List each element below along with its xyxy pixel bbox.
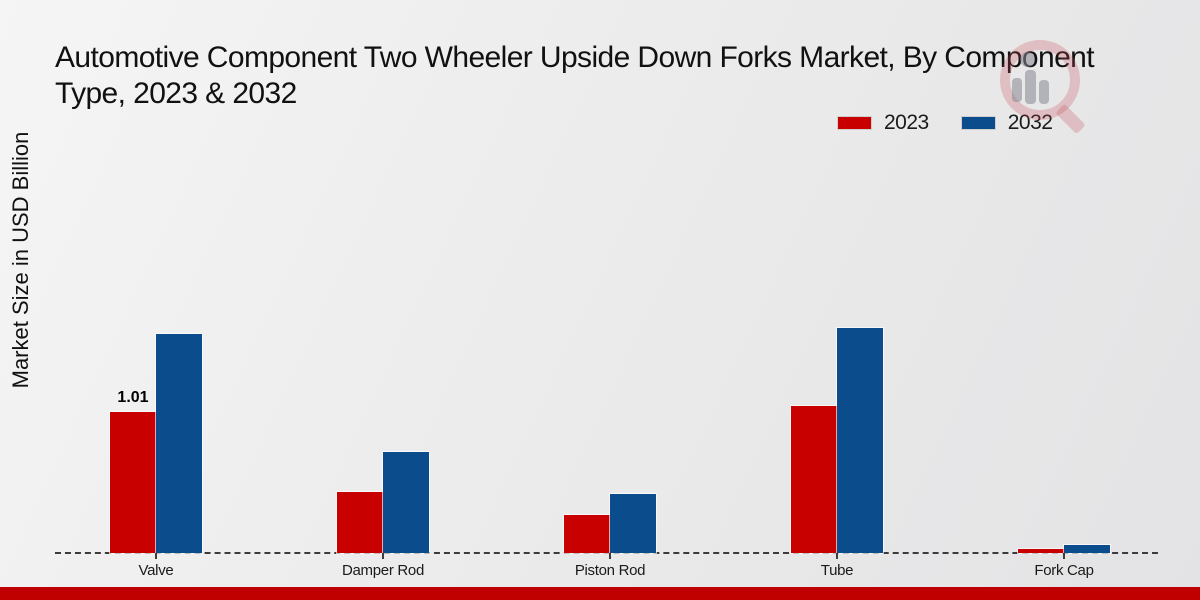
legend-swatch-2032 — [960, 116, 996, 130]
data-label-valve: 1.01 — [117, 389, 149, 406]
x-axis-tick — [836, 553, 838, 559]
y-axis-label: Market Size in USD Billion — [8, 131, 33, 389]
legend-item-2032: 2032 — [960, 111, 1053, 135]
bar-2023-fork-cap — [1018, 549, 1064, 553]
chart-title-line2: Type, 2023 & 2032 — [55, 77, 297, 110]
bar-2023-valve — [110, 412, 156, 553]
chart-title: Automotive Component Two Wheeler Upside … — [55, 40, 1200, 112]
bar-2023-tube — [791, 406, 837, 553]
legend-item-2023: 2023 — [837, 111, 929, 135]
category-label-fork-cap: Fork Cap — [1034, 562, 1094, 579]
x-axis-tick — [609, 553, 611, 559]
legend-label-2023: 2023 — [884, 111, 929, 134]
chart-title-line1: Automotive Component Two Wheeler Upside … — [55, 41, 1095, 74]
legend: 2023 2032 — [837, 111, 1053, 135]
footer-red-strip — [0, 587, 1200, 600]
category-label-valve: Valve — [138, 562, 174, 579]
bar-2023-damper-rod — [337, 492, 383, 553]
bar-2032-tube — [837, 328, 883, 553]
bar-2023-piston-rod — [564, 515, 610, 553]
legend-swatch-2023 — [837, 116, 872, 130]
bar-2032-damper-rod — [383, 452, 429, 553]
category-label-tube: Tube — [820, 562, 854, 579]
legend-label-2032: 2032 — [1007, 111, 1053, 134]
x-axis-tick — [1063, 553, 1065, 559]
x-axis-dashed-line — [55, 552, 1158, 554]
x-axis-tick — [155, 553, 157, 559]
x-axis-tick — [382, 553, 384, 559]
bar-2032-piston-rod — [610, 494, 656, 553]
bar-2032-fork-cap — [1064, 545, 1110, 553]
category-label-damper-rod: Damper Rod — [341, 562, 425, 579]
category-label-piston-rod: Piston Rod — [574, 562, 646, 579]
bar-2032-valve — [156, 334, 202, 553]
